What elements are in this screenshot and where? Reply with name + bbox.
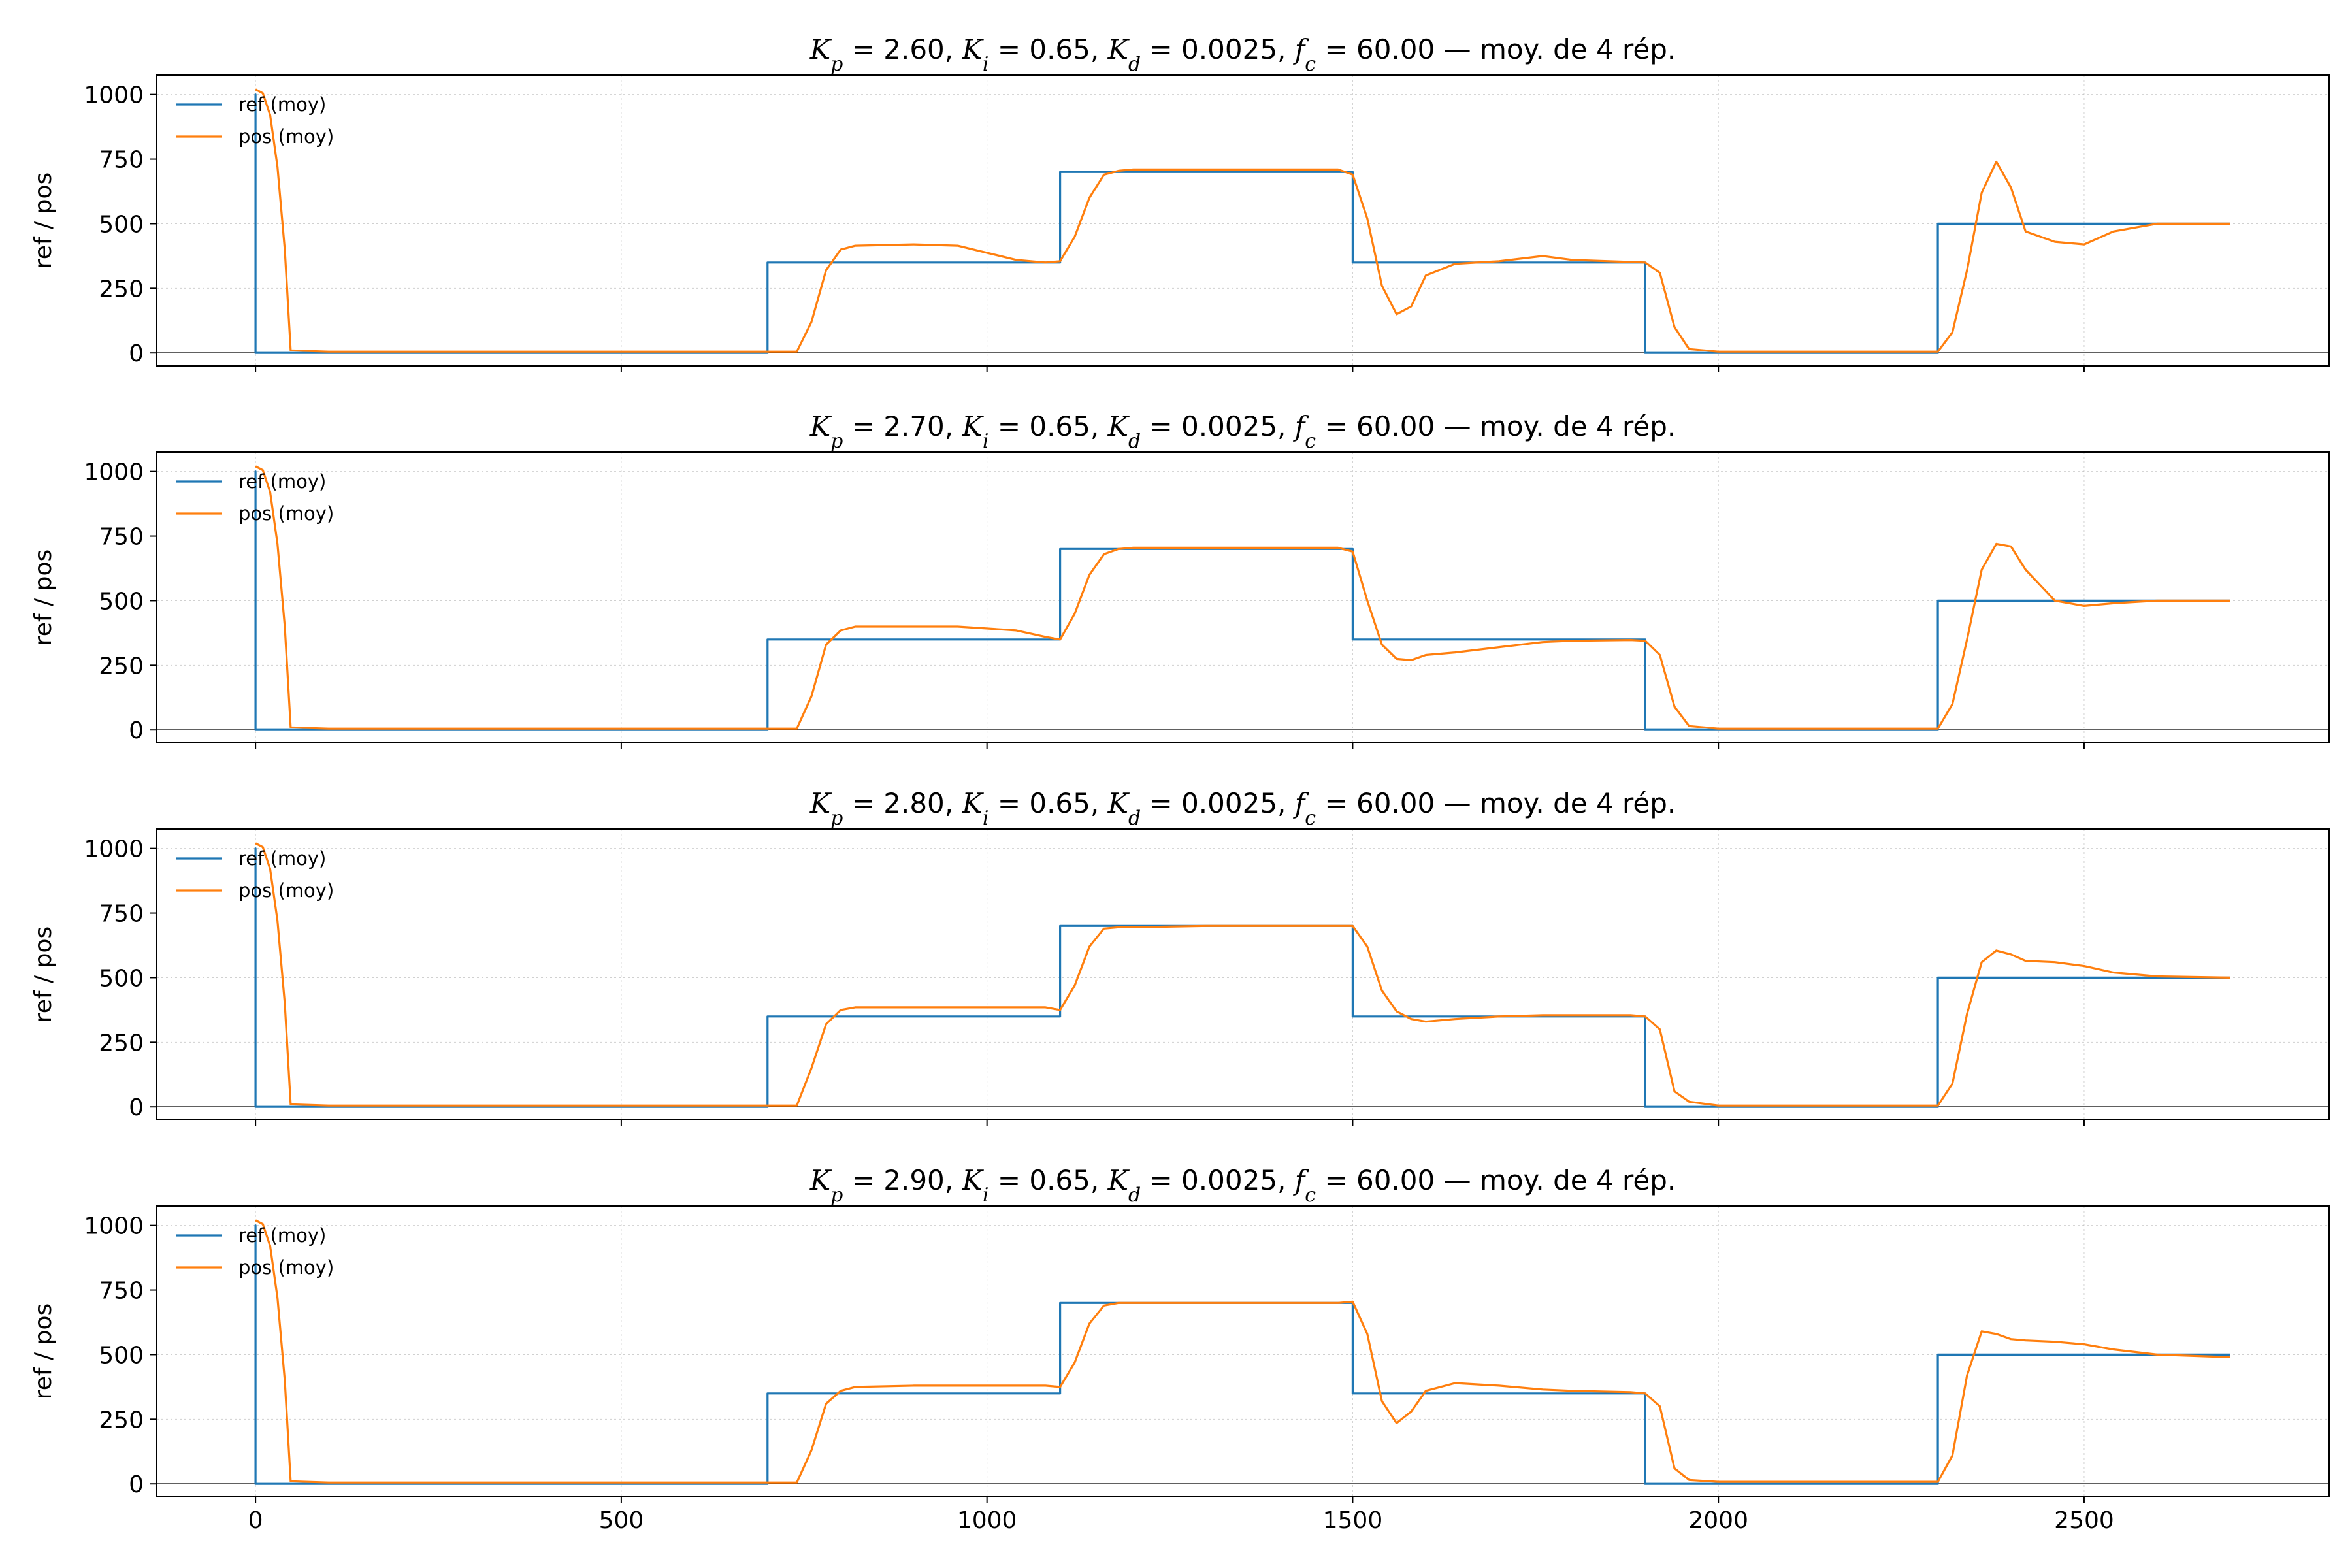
y-axis-label: ref / pos [30,926,57,1022]
legend: ref (moy) pos (moy) [176,470,334,525]
y-tick-label: 1000 [84,836,144,863]
axes-frame [156,828,2330,1120]
y-tick-label: 250 [99,1030,144,1056]
y-tick-label: 750 [99,901,144,928]
axes-frame [156,74,2330,367]
y-tick-label: 500 [99,965,144,992]
y-tick-label: 500 [99,588,144,615]
y-tick-label: 750 [99,1278,144,1305]
legend-label-ref: ref (moy) [238,1224,326,1247]
y-tick-label: 500 [99,1342,144,1369]
y-tick-label: 0 [129,1094,144,1121]
subplot-title: Kp = 2.60, Ki = 0.65, Kd = 0.0025, fc = … [809,33,1676,76]
axes-frame [156,1205,2330,1497]
y-tick-label: 1000 [84,1213,144,1240]
subplot-1: 0 250 500 750 1000 ref / pos Kp = 2.60, Ki = 0… [30,33,2330,372]
axes-frame [156,451,2330,743]
y-tick-label: 0 [129,1471,144,1498]
y-tick-label: 750 [99,147,144,174]
y-tick-label: 1000 [84,82,144,109]
y-tick-label: 250 [99,1407,144,1433]
legend-label-ref: ref (moy) [238,847,326,870]
y-tick-label: 250 [99,276,144,302]
y-tick-label: 0 [129,340,144,367]
y-axis-label: ref / pos [30,172,57,269]
x-tick-label: 0 [248,1507,263,1534]
series-line-ref [254,93,2230,354]
series-line-pos [255,465,2230,730]
x-tick-label: 2500 [2054,1507,2114,1534]
subplot-3: 0 250 500 750 1000 ref / pos Kp = 2.80, Ki = 0… [30,787,2330,1126]
legend-label-ref: ref (moy) [238,93,326,116]
legend-label-pos: pos (moy) [238,502,334,525]
legend-label-pos: pos (moy) [238,879,334,902]
legend: ref (moy) pos (moy) [176,93,334,148]
subplot-4: 0 500 1000 1500 2000 2500 0 250 500 750 1000 ref / … [30,1164,2330,1534]
x-tick-label: 1500 [1323,1507,1383,1534]
series-line-pos [255,1219,2230,1484]
legend: ref (moy) pos (moy) [176,847,334,902]
y-tick-label: 500 [99,211,144,238]
y-tick-label: 1000 [84,459,144,486]
x-tick-label: 1000 [957,1507,1017,1534]
legend-label-ref: ref (moy) [238,470,326,493]
y-tick-label: 0 [129,717,144,744]
subplot-title: Kp = 2.70, Ki = 0.65, Kd = 0.0025, fc = … [809,410,1676,453]
subplot-2: 0 250 500 750 1000 ref / pos Kp = 2.70, Ki = 0… [30,410,2330,749]
y-axis-label: ref / pos [30,549,57,645]
legend: ref (moy) pos (moy) [176,1224,334,1279]
y-axis-label: ref / pos [30,1303,57,1399]
series-line-ref [254,470,2230,731]
subplot-title: Kp = 2.80, Ki = 0.65, Kd = 0.0025, fc = … [809,787,1676,830]
series-line-pos [255,88,2230,353]
y-tick-label: 250 [99,653,144,679]
series-line-pos [255,842,2230,1107]
y-tick-label: 750 [99,524,144,551]
legend-label-pos: pos (moy) [238,1256,334,1279]
subplot-title: Kp = 2.90, Ki = 0.65, Kd = 0.0025, fc = … [809,1164,1676,1207]
legend-label-pos: pos (moy) [238,125,334,148]
x-tick-label: 2000 [1688,1507,1748,1534]
x-tick-label: 500 [599,1507,644,1534]
